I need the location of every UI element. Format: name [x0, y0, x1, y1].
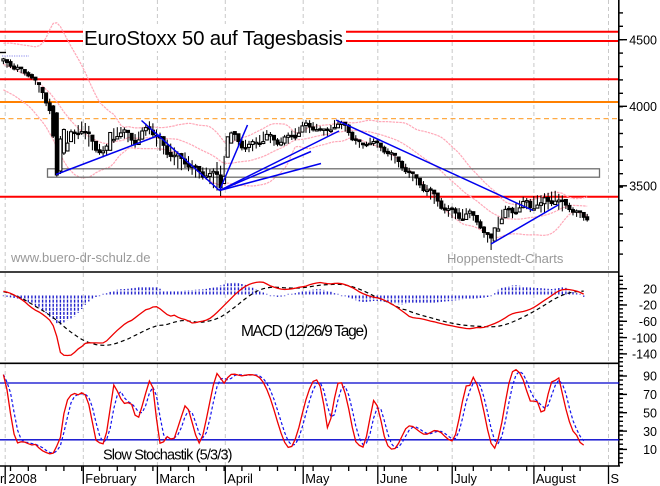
- svg-text:-20: -20: [639, 299, 657, 313]
- svg-text:70: 70: [643, 388, 657, 402]
- svg-text:S: S: [611, 471, 620, 486]
- svg-text:Hoppenstedt-Charts: Hoppenstedt-Charts: [447, 251, 564, 266]
- svg-text:May: May: [305, 471, 330, 486]
- svg-text:www.buero-dr-schulz.de: www.buero-dr-schulz.de: [10, 250, 150, 265]
- svg-text:90: 90: [643, 370, 657, 384]
- svg-text:50: 50: [643, 406, 657, 420]
- svg-text:10: 10: [643, 443, 657, 457]
- svg-text:March: March: [159, 471, 195, 486]
- svg-text:-100: -100: [632, 331, 657, 345]
- svg-text:30: 30: [643, 425, 657, 439]
- svg-text:4500: 4500: [629, 33, 657, 47]
- svg-text:2008: 2008: [8, 471, 36, 486]
- svg-text:-60: -60: [639, 315, 657, 329]
- svg-text:April: April: [227, 471, 253, 486]
- svg-text:EuroStoxx 50 auf Tagesbasis: EuroStoxx 50 auf Tagesbasis: [84, 27, 343, 50]
- svg-text:June: June: [380, 471, 408, 486]
- svg-text:20: 20: [643, 282, 657, 296]
- svg-text:r: r: [0, 471, 5, 486]
- svg-text:MACD (12/26/9 Tage): MACD (12/26/9 Tage): [241, 323, 368, 340]
- svg-text:4000: 4000: [629, 100, 657, 114]
- svg-text:Slow Stochastik (5/3/3): Slow Stochastik (5/3/3): [103, 447, 233, 463]
- svg-text:3500: 3500: [629, 180, 657, 194]
- svg-text:July: July: [454, 471, 477, 486]
- svg-text:-140: -140: [632, 348, 657, 362]
- svg-text:February: February: [85, 471, 137, 486]
- svg-text:August: August: [536, 471, 576, 486]
